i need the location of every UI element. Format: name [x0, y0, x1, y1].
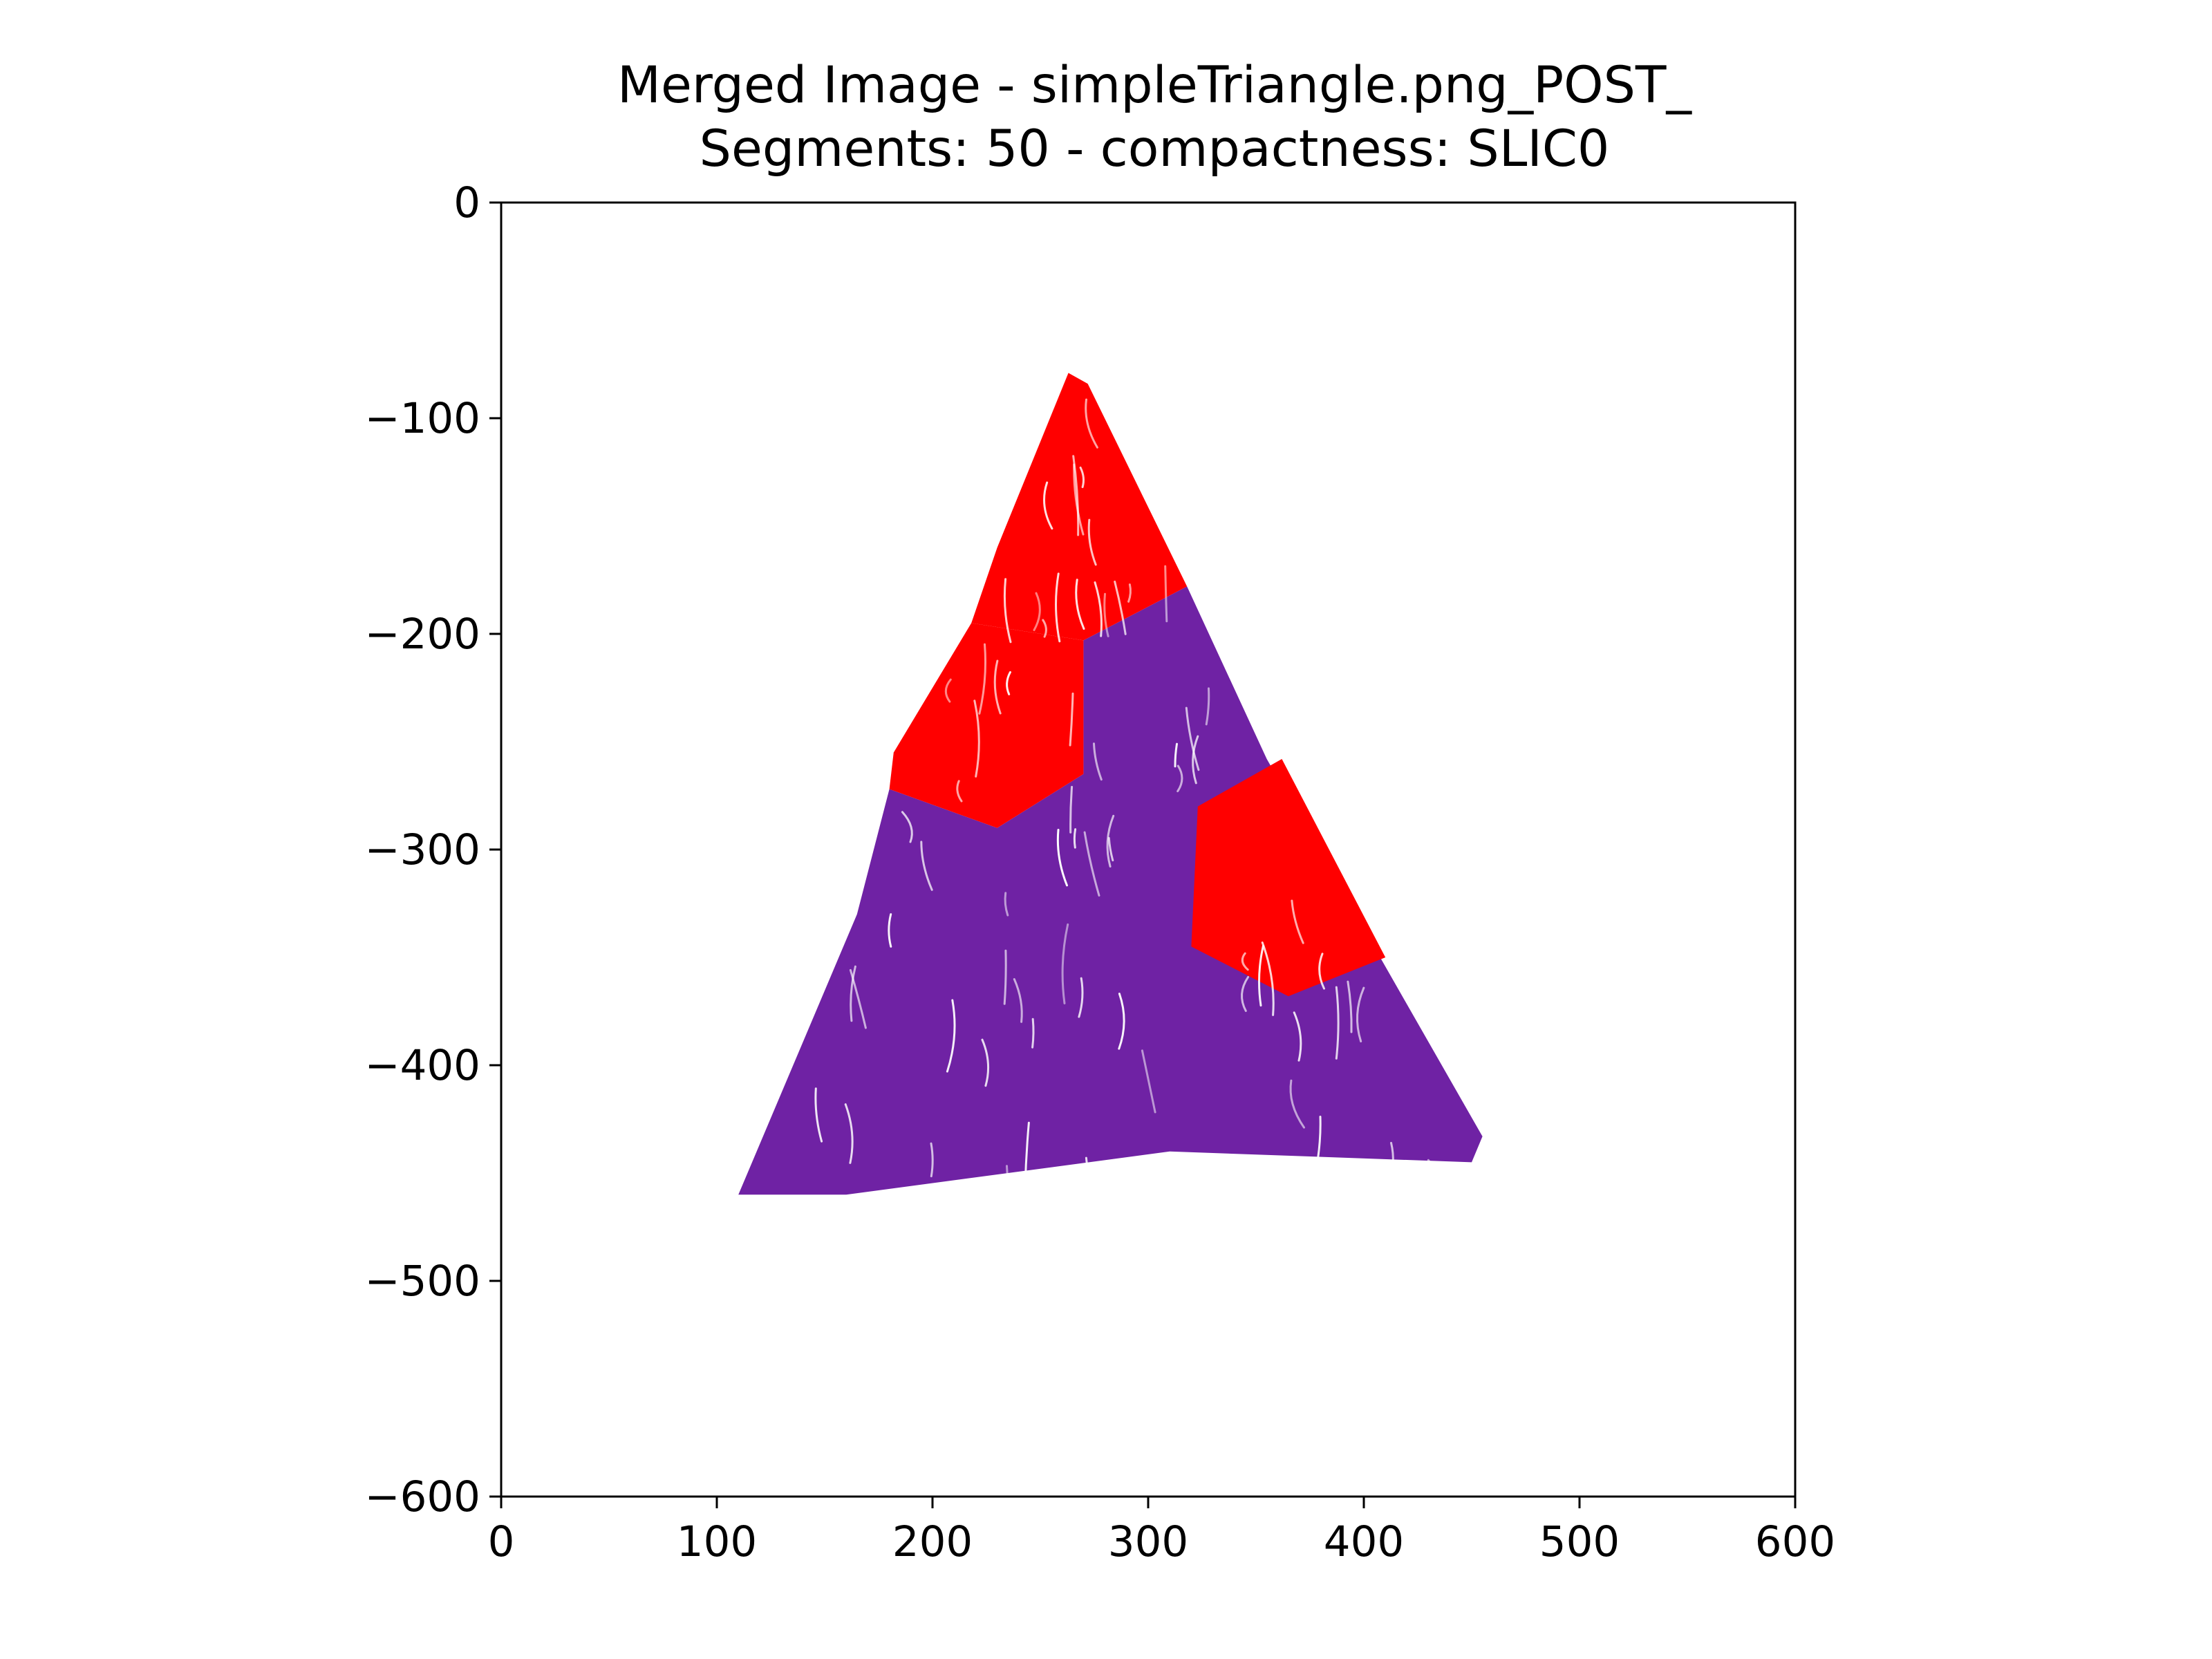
x-tick-label: 0: [488, 1517, 515, 1566]
texture-stroke: [1013, 978, 1023, 1023]
texture-stroke: [1291, 899, 1304, 944]
texture-stroke: [1192, 735, 1199, 785]
texture-stroke: [1185, 706, 1200, 771]
texture-stroke: [1107, 836, 1114, 862]
texture-stroke: [1103, 592, 1109, 637]
texture-stroke: [946, 999, 956, 1073]
texture-stroke: [1114, 581, 1127, 635]
x-tick-label: 200: [892, 1517, 973, 1566]
texture-stroke: [1106, 814, 1115, 868]
texture-stroke: [888, 913, 892, 948]
texture-stroke: [1085, 398, 1098, 449]
segment-regions: [738, 373, 1483, 1195]
texture-stroke: [1164, 565, 1168, 623]
texture-stroke: [1241, 975, 1250, 1012]
x-tick-label: 100: [677, 1517, 757, 1566]
x-tick-label: 600: [1755, 1517, 1835, 1566]
texture-stroke: [1075, 579, 1085, 630]
texture-stroke: [849, 968, 867, 1029]
texture-stroke: [1315, 1116, 1322, 1170]
texture-stroke: [1427, 1159, 1436, 1185]
y-tick-label: −100: [364, 394, 480, 443]
texture-stroke: [1094, 581, 1103, 637]
chart-title: Merged Image - simpleTriangle.png_POST_: [617, 56, 1692, 115]
x-tick-label: 500: [1539, 1517, 1620, 1566]
texture-stroke: [1069, 785, 1074, 834]
texture-stroke: [1069, 692, 1074, 747]
texture-stroke: [956, 780, 963, 803]
segment-region-red-3: [1191, 759, 1386, 997]
texture-stroke: [1006, 1165, 1011, 1237]
x-tick-label: 400: [1324, 1517, 1404, 1566]
texture-stroke: [1003, 578, 1012, 644]
x-tick-label: 300: [1108, 1517, 1188, 1566]
x-axis: 0 100 200 300 400 500 600: [488, 1497, 1835, 1566]
texture-stroke: [993, 659, 1002, 715]
texture-stroke: [1083, 831, 1100, 897]
y-tick-label: −400: [364, 1041, 480, 1090]
texture-stroke: [930, 1142, 934, 1178]
texture-stroke: [1289, 1079, 1305, 1129]
y-tick-label: 0: [453, 178, 480, 227]
segment-region-purple-0: [738, 586, 1483, 1195]
texture-stroke: [944, 678, 952, 703]
texture-stroke: [1042, 619, 1047, 638]
texture-stroke: [1387, 1141, 1394, 1185]
texture-stroke: [1205, 687, 1210, 726]
texture-stroke: [901, 811, 913, 843]
texture-stroke: [981, 1038, 990, 1087]
texture-strokes: [814, 398, 1436, 1237]
texture-stroke: [1093, 742, 1103, 781]
texture-stroke: [1141, 1049, 1156, 1114]
texture-stroke: [1078, 977, 1084, 1018]
texture-stroke: [1318, 953, 1325, 990]
texture-stroke: [1118, 993, 1125, 1050]
segment-region-red-1: [971, 373, 1188, 641]
texture-stroke: [1056, 829, 1068, 887]
texture-stroke: [1087, 518, 1097, 566]
texture-stroke: [978, 643, 987, 715]
texture-stroke: [1006, 671, 1011, 695]
y-tick-label: −600: [364, 1472, 480, 1521]
texture-stroke: [1024, 1121, 1030, 1189]
texture-stroke: [1261, 941, 1275, 1016]
texture-stroke: [844, 1103, 854, 1164]
texture-stroke: [1293, 1011, 1302, 1062]
chart-subtitle: Segments: 50 - compactness: SLIC0: [700, 120, 1610, 178]
texture-stroke: [973, 700, 980, 778]
y-tick-label: −200: [364, 610, 480, 659]
texture-stroke: [1085, 1156, 1095, 1230]
texture-stroke: [1004, 892, 1009, 917]
texture-stroke: [1335, 986, 1340, 1060]
texture-stroke: [1241, 952, 1249, 971]
texture-stroke: [1073, 463, 1085, 536]
texture-stroke: [1003, 949, 1007, 1005]
texture-stroke: [1127, 583, 1132, 603]
texture-stroke: [1177, 765, 1183, 793]
texture-stroke: [1055, 572, 1061, 643]
texture-stroke: [814, 1087, 823, 1143]
texture-stroke: [1356, 986, 1365, 1042]
texture-stroke: [1079, 467, 1085, 489]
texture-stroke: [1043, 481, 1053, 530]
texture-stroke: [1073, 828, 1077, 849]
texture-stroke: [1347, 980, 1353, 1033]
texture-stroke: [850, 965, 856, 1022]
texture-stroke: [1061, 923, 1069, 1004]
y-tick-label: −300: [364, 825, 480, 874]
texture-stroke: [1174, 742, 1178, 768]
texture-stroke: [1033, 592, 1041, 631]
y-tick-label: −500: [364, 1257, 480, 1306]
texture-stroke: [920, 841, 933, 891]
y-axis: 0 −100 −200 −300 −400 −500 −600: [364, 178, 501, 1521]
segment-region-red-2: [889, 623, 1084, 828]
texture-stroke: [1257, 944, 1264, 1007]
